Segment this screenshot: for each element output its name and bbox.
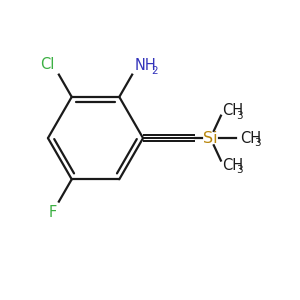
Text: CH: CH	[222, 158, 243, 173]
Text: 3: 3	[236, 111, 243, 121]
Text: 3: 3	[254, 138, 261, 148]
Text: F: F	[49, 205, 57, 220]
Text: 3: 3	[236, 165, 243, 175]
Text: CH: CH	[222, 103, 243, 118]
Text: Cl: Cl	[40, 57, 55, 72]
Text: CH: CH	[240, 130, 261, 146]
Text: 2: 2	[151, 66, 158, 76]
Text: NH: NH	[134, 58, 156, 73]
Text: Si: Si	[203, 130, 218, 146]
